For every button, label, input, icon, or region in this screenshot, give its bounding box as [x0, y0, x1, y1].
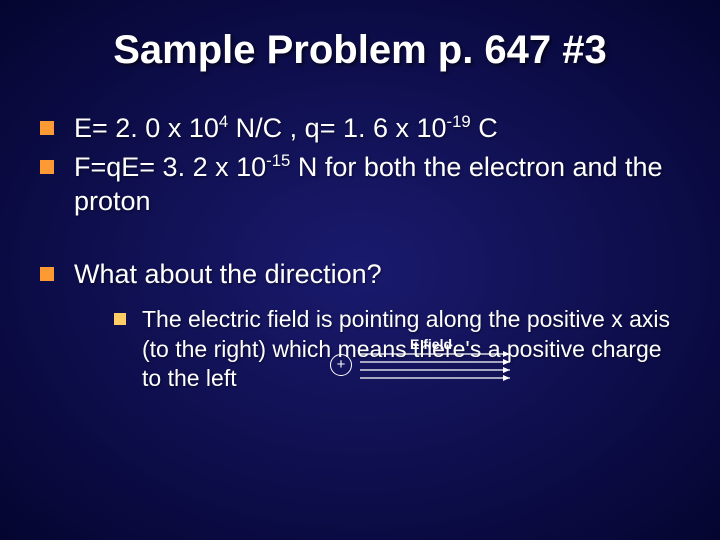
field-arrows-icon [360, 350, 530, 390]
b3-text: What about the direction? [74, 259, 382, 289]
efield-diagram: + E field [330, 336, 680, 386]
b1-text-post: C [471, 113, 498, 143]
spacer [40, 223, 680, 257]
b1-sup1: 4 [219, 112, 228, 131]
b1-text-mid: N/C , q= 1. 6 x 10 [228, 113, 446, 143]
bullet-item-2: F=qE= 3. 2 x 10-15 N for both the electr… [40, 150, 680, 219]
b2-text-pre: F=qE= 3. 2 x 10 [74, 152, 266, 182]
b1-sup2: -19 [447, 112, 471, 131]
slide-title: Sample Problem p. 647 #3 [40, 28, 680, 73]
b2-sup: -15 [266, 151, 290, 170]
bullet-item-1: E= 2. 0 x 104 N/C , q= 1. 6 x 10-19 C [40, 111, 680, 146]
b1-text-pre: E= 2. 0 x 10 [74, 113, 219, 143]
positive-charge-icon: + [330, 354, 352, 376]
